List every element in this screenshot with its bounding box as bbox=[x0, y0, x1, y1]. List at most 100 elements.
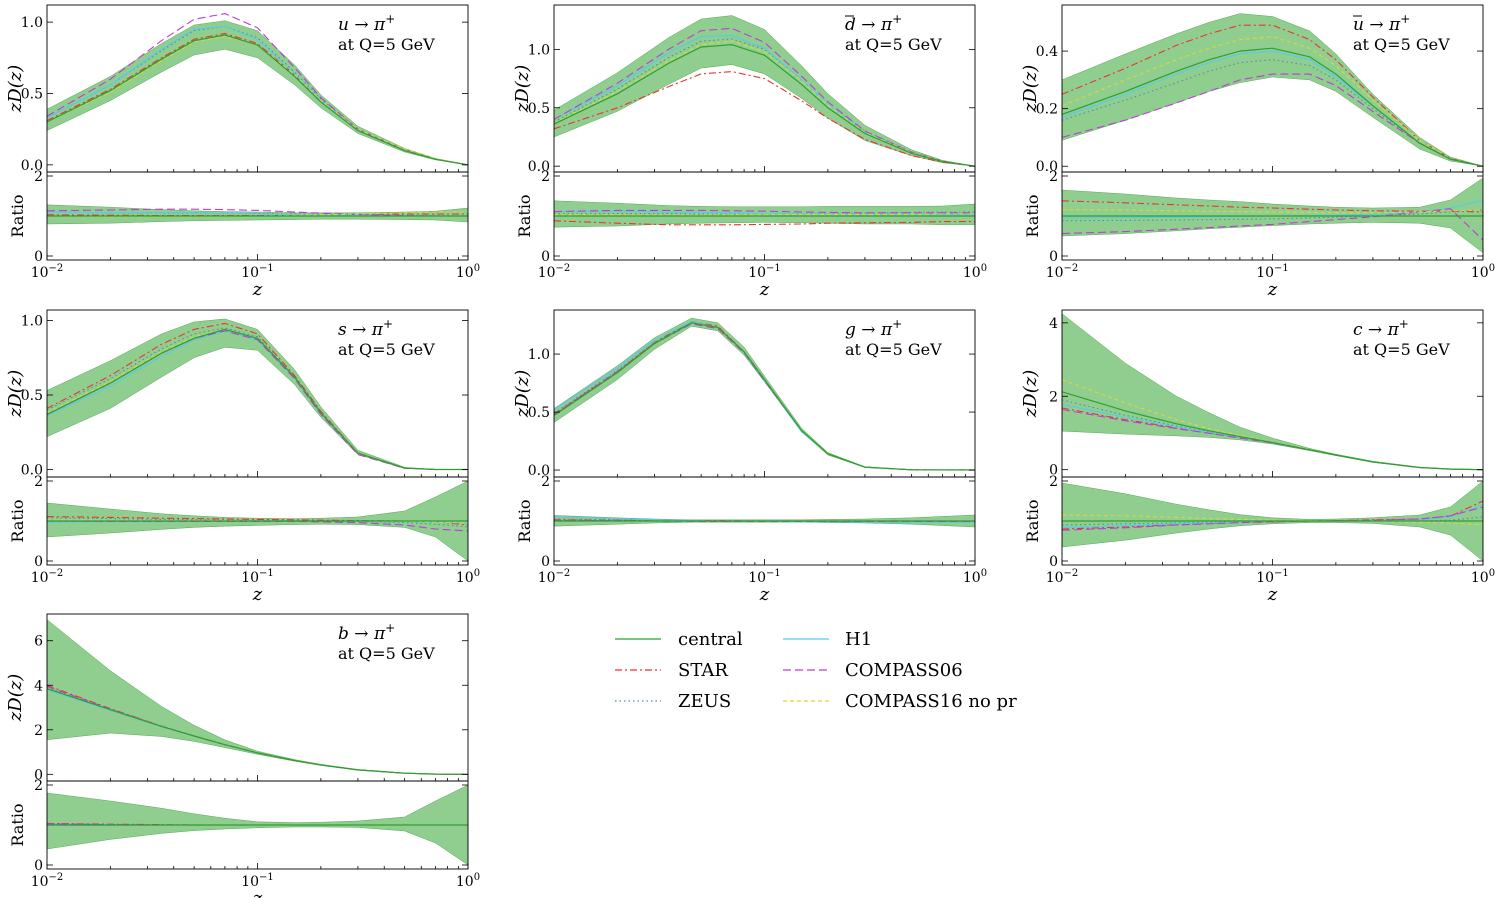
ratio-tick-label: 2 bbox=[541, 474, 550, 490]
panel-2: 0.00.20.4zD(z)u → π+at Q=5 GeV02Ratio10−… bbox=[1020, 4, 1495, 300]
central-line bbox=[554, 322, 975, 471]
x-tick-exponent: −2 bbox=[49, 872, 64, 883]
y-tick-label: 2 bbox=[1049, 389, 1058, 405]
y-tick-label: 0.2 bbox=[1036, 102, 1058, 118]
x-tick-label: 10−2 bbox=[31, 263, 64, 281]
title-hadron: π bbox=[1388, 15, 1401, 35]
title-charge: + bbox=[1400, 12, 1410, 26]
title-arrow: → bbox=[1364, 15, 1389, 35]
uncertainty-band bbox=[1062, 313, 1483, 470]
title-hadron: π bbox=[373, 624, 386, 644]
x-axis-label: z bbox=[1267, 279, 1278, 300]
x-tick-base: 10 bbox=[241, 874, 259, 890]
scale-annotation: at Q=5 GeV bbox=[845, 35, 942, 54]
title-parton: d bbox=[845, 15, 856, 35]
series-line-star bbox=[47, 322, 468, 471]
ratio-axis-label: Ratio bbox=[515, 194, 534, 237]
y-axis-label: zD(z) bbox=[512, 370, 533, 418]
x-tick-label: 100 bbox=[456, 263, 480, 281]
x-tick-exponent: 0 bbox=[474, 568, 480, 579]
ratio-tick-label: 2 bbox=[1049, 474, 1058, 490]
panel-3: 0.00.51.0zD(z)s → π+at Q=5 GeV02Ratio10−… bbox=[5, 309, 480, 605]
panel-title: u → π+ bbox=[1353, 12, 1410, 35]
title-parton: s bbox=[338, 320, 347, 340]
x-tick-base: 10 bbox=[1471, 265, 1489, 281]
central-line bbox=[47, 328, 468, 471]
series-line-star bbox=[554, 71, 975, 167]
x-tick-label: 10−2 bbox=[1046, 568, 1079, 586]
panel-1: 0.00.51.0zD(z)d → π+at Q=5 GeV02Ratio10−… bbox=[512, 4, 987, 300]
ratio-tick-label: 0 bbox=[34, 249, 43, 265]
ratio-tick-label: 2 bbox=[34, 474, 43, 490]
panel-title: b → π+ bbox=[338, 621, 395, 644]
ratio-tick-label: 2 bbox=[541, 169, 550, 185]
y-axis-label: zD(z) bbox=[5, 370, 26, 418]
title-charge: + bbox=[892, 317, 902, 331]
x-tick-base: 10 bbox=[456, 265, 474, 281]
series-line-zeus bbox=[1062, 59, 1483, 167]
ratio-plot-area bbox=[554, 514, 975, 528]
x-tick-exponent: −2 bbox=[49, 263, 64, 274]
x-tick-base: 10 bbox=[31, 874, 49, 890]
series-line-compass16-no-pr bbox=[47, 35, 468, 166]
ratio-axis-label: Ratio bbox=[1023, 194, 1042, 237]
x-axis-label: z bbox=[252, 584, 263, 605]
ratio-axis-label: Ratio bbox=[8, 499, 27, 542]
legend-label: COMPASS16 no pr bbox=[845, 691, 1017, 712]
x-tick-label: 100 bbox=[963, 568, 987, 586]
ratio-line-compass16-no-pr bbox=[554, 213, 975, 216]
series-line-compass06 bbox=[1062, 73, 1483, 167]
ratio-line-compass16-no-pr bbox=[1062, 514, 1483, 526]
title-parton: u bbox=[338, 15, 349, 35]
title-charge: + bbox=[892, 12, 902, 26]
central-line bbox=[1062, 391, 1483, 471]
x-axis-label: z bbox=[759, 584, 770, 605]
y-axis-label: zD(z) bbox=[5, 674, 26, 722]
y-axis-label: zD(z) bbox=[1020, 65, 1041, 113]
x-tick-label: 100 bbox=[1471, 568, 1495, 586]
y-tick-label: 1.0 bbox=[528, 42, 550, 58]
title-arrow: → bbox=[856, 320, 881, 340]
series-line-compass16-no-pr bbox=[554, 40, 975, 167]
title-hadron: π bbox=[880, 320, 893, 340]
x-tick-label: 10−2 bbox=[31, 568, 64, 586]
title-parton: c bbox=[1353, 320, 1363, 340]
y-tick-label: 4 bbox=[34, 678, 43, 694]
x-tick-exponent: −2 bbox=[49, 568, 64, 579]
panel-title: d → π+ bbox=[845, 12, 902, 35]
y-tick-label: 0.0 bbox=[528, 159, 550, 175]
x-tick-exponent: 0 bbox=[1489, 263, 1495, 274]
x-tick-exponent: −1 bbox=[766, 568, 781, 579]
x-tick-exponent: −1 bbox=[1274, 568, 1289, 579]
main-plot-area bbox=[554, 317, 975, 471]
main-plot-area bbox=[1062, 13, 1483, 167]
x-tick-label: 100 bbox=[1471, 263, 1495, 281]
main-plot-area bbox=[47, 13, 468, 166]
uncertainty-band bbox=[47, 619, 468, 775]
title-charge: + bbox=[385, 621, 395, 635]
ratio-tick-label: 2 bbox=[34, 169, 43, 185]
x-tick-base: 10 bbox=[963, 265, 981, 281]
ratio-axis-label: Ratio bbox=[8, 194, 27, 237]
legend-label: ZEUS bbox=[678, 691, 731, 712]
ratio-line-h1 bbox=[554, 210, 975, 215]
ratio-tick-label: 2 bbox=[34, 778, 43, 794]
ratio-plot-area bbox=[554, 200, 975, 228]
ratio-line-compass16-no-pr bbox=[1062, 209, 1483, 214]
series-line-compass06 bbox=[47, 13, 468, 166]
central-line bbox=[47, 688, 468, 775]
panel-4: 0.00.51.0zD(z)g → π+at Q=5 GeV02Ratio10−… bbox=[512, 309, 987, 605]
x-axis-label: z bbox=[1267, 584, 1278, 605]
legend: central STAR ZEUS H1 COMPASS06 COMPASS16 no p… bbox=[615, 629, 1017, 712]
series-line-zeus bbox=[47, 25, 468, 166]
y-tick-label: 0.5 bbox=[528, 405, 550, 421]
x-tick-exponent: 0 bbox=[1489, 568, 1495, 579]
title-arrow: → bbox=[856, 15, 881, 35]
x-tick-label: 10−2 bbox=[538, 263, 571, 281]
x-tick-exponent: −1 bbox=[259, 263, 274, 274]
main-plot-area bbox=[1062, 313, 1483, 471]
panel-0: 0.00.51.0zD(z)u → π+at Q=5 GeV02Ratio10−… bbox=[5, 4, 480, 300]
title-hadron: π bbox=[373, 15, 386, 35]
